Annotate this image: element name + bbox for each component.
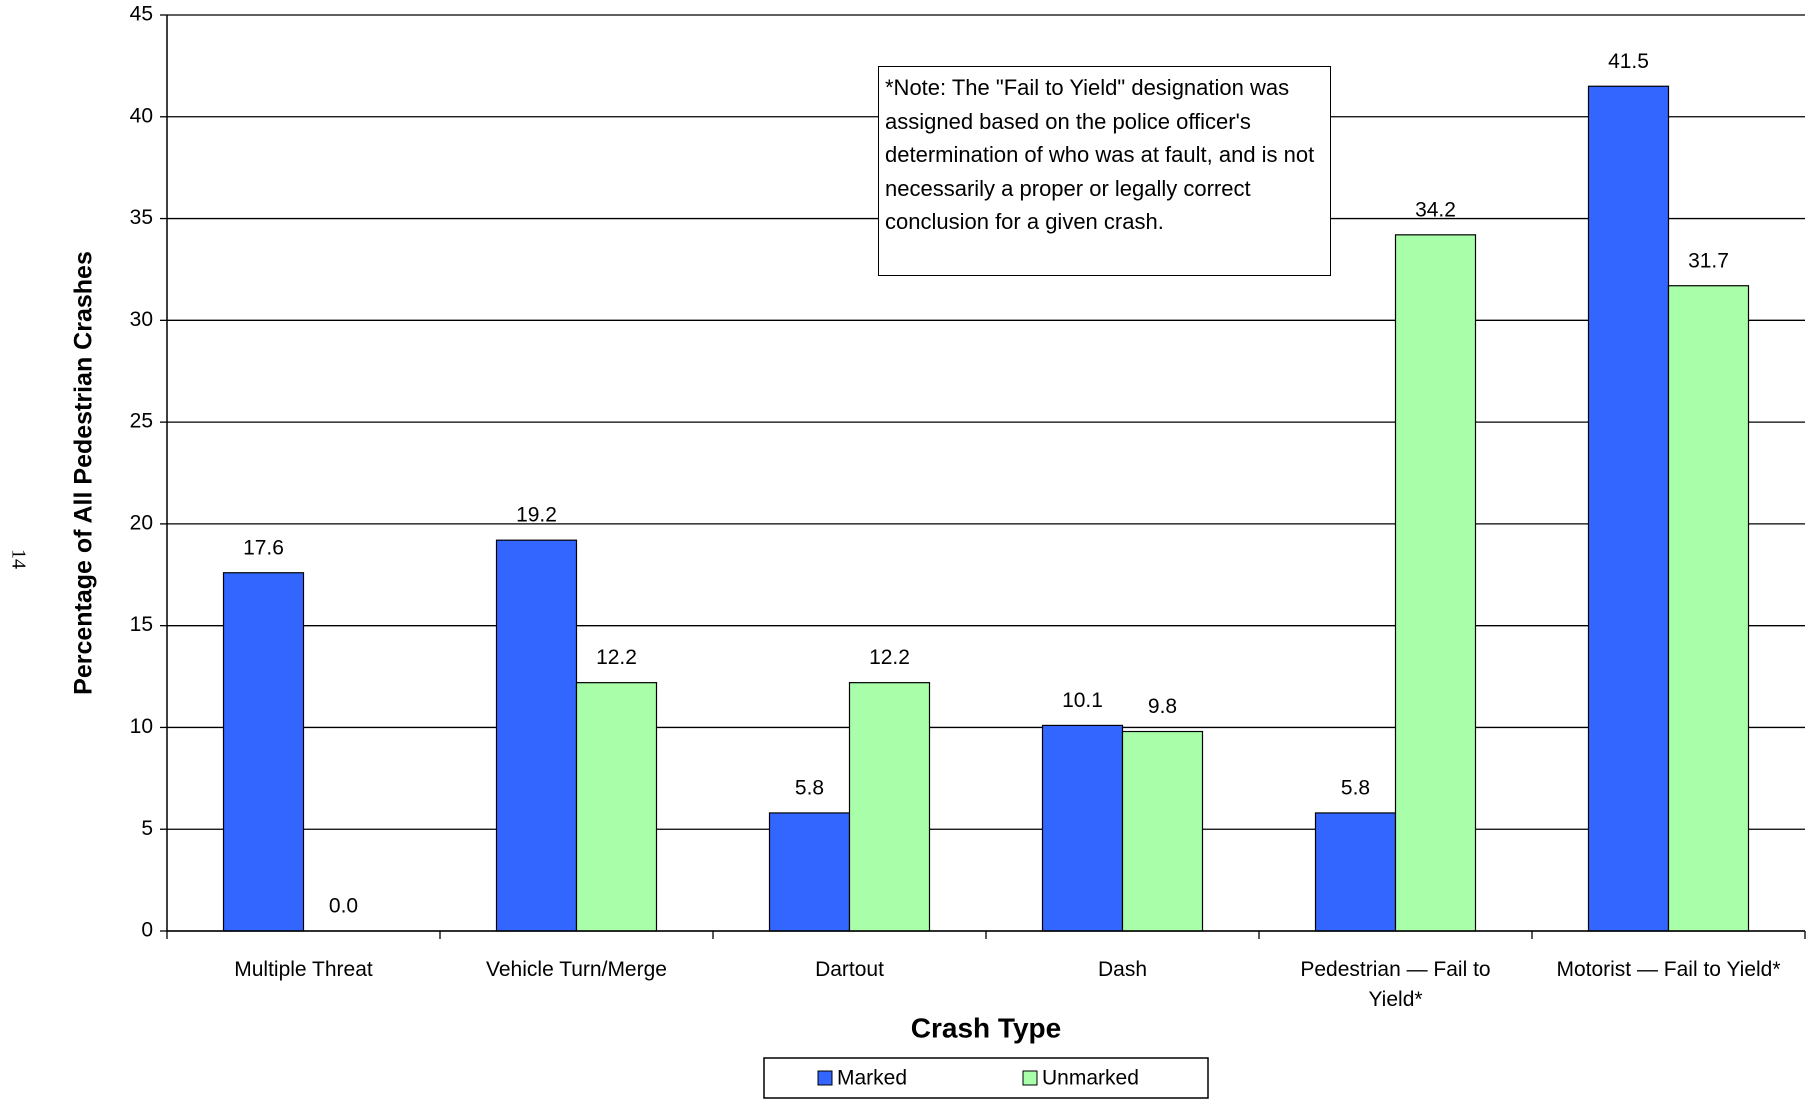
value-label: 5.8 bbox=[795, 776, 824, 799]
bar bbox=[1314, 812, 1397, 932]
bar bbox=[1121, 730, 1204, 932]
value-label: 34.2 bbox=[1415, 198, 1456, 221]
bar bbox=[575, 682, 658, 932]
legend-box bbox=[763, 1057, 1209, 1099]
legend-label: Marked bbox=[837, 1067, 907, 1090]
value-label: 12.2 bbox=[596, 646, 637, 669]
value-label: 31.7 bbox=[1688, 249, 1729, 272]
y-tick-label: 20 bbox=[130, 511, 153, 534]
value-label: 17.6 bbox=[243, 536, 284, 559]
bar bbox=[222, 572, 305, 932]
bar bbox=[1667, 285, 1750, 932]
value-label: 41.5 bbox=[1608, 50, 1649, 73]
x-tick-label: Motorist — Fail to Yield* bbox=[1556, 958, 1781, 981]
x-axis-title: Crash Type bbox=[911, 1012, 1061, 1043]
y-axis-title: Percentage of All Pedestrian Crashes bbox=[70, 251, 98, 695]
x-tick-label: Dash bbox=[1097, 958, 1148, 981]
x-tick-label: Multiple Threat bbox=[234, 958, 373, 981]
y-tick-label: 10 bbox=[130, 715, 153, 738]
value-label: 9.8 bbox=[1148, 695, 1177, 718]
legend-label: Unmarked bbox=[1042, 1067, 1139, 1090]
value-label: 5.8 bbox=[1341, 776, 1370, 799]
x-tick-label: Dartout bbox=[815, 958, 884, 981]
annotation: *Note: The "Fail to Yield" designation w… bbox=[878, 66, 1331, 276]
bar bbox=[848, 682, 931, 932]
y-tick-label: 40 bbox=[130, 104, 153, 127]
value-label: 19.2 bbox=[516, 504, 557, 527]
legend-swatch bbox=[817, 1070, 833, 1086]
x-tick-label: Vehicle Turn/Merge bbox=[486, 958, 667, 981]
bar bbox=[1394, 234, 1477, 932]
value-label: 12.2 bbox=[869, 646, 910, 669]
value-label: 0.0 bbox=[329, 895, 358, 918]
value-label: 10.1 bbox=[1062, 689, 1103, 712]
bar bbox=[768, 812, 851, 932]
legend-swatch bbox=[1022, 1070, 1038, 1086]
y-tick-label: 45 bbox=[130, 3, 153, 26]
y-tick-label: 0 bbox=[141, 919, 153, 942]
bar bbox=[1041, 724, 1124, 932]
bar bbox=[495, 539, 578, 932]
x-tick-label: Pedestrian — Fail to Yield* bbox=[1300, 958, 1491, 1011]
page-number: 14 bbox=[7, 549, 29, 569]
y-tick-label: 5 bbox=[141, 817, 153, 840]
y-tick-label: 15 bbox=[130, 613, 153, 636]
y-tick-label: 30 bbox=[130, 308, 153, 331]
y-tick-label: 25 bbox=[130, 410, 153, 433]
y-tick-label: 35 bbox=[130, 206, 153, 229]
bar bbox=[1587, 85, 1670, 932]
